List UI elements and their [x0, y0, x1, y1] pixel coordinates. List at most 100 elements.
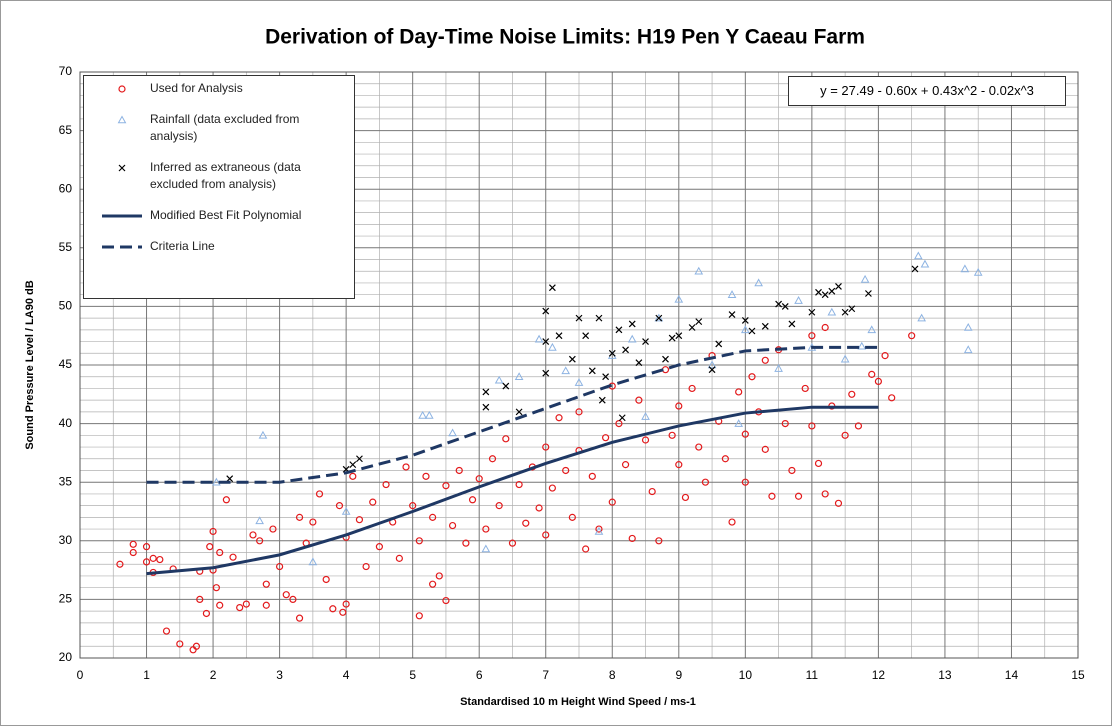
marker-shape [535, 504, 543, 512]
marker-shape [628, 534, 636, 543]
marker-shape [741, 478, 749, 486]
marker-shape [694, 266, 704, 275]
legend-icon [117, 115, 127, 124]
marker-shape [448, 428, 457, 437]
point [448, 521, 457, 530]
point [662, 355, 669, 363]
legend-entry: Inferred as extraneous (data excluded fr… [90, 159, 348, 193]
marker-shape [375, 543, 383, 551]
point [475, 475, 483, 483]
y-axis-label: Sound Pressure Level / LA90 dB [24, 280, 36, 449]
y-tick-label: 65 [59, 123, 73, 137]
marker-shape [508, 539, 517, 547]
marker-shape [156, 555, 164, 564]
marker-shape [668, 431, 676, 439]
point [908, 332, 916, 340]
point [788, 466, 796, 475]
marker-shape [675, 402, 683, 410]
marker-shape [289, 595, 297, 604]
marker-shape [728, 518, 736, 526]
point [488, 455, 497, 463]
legend-icon [102, 214, 142, 218]
point [162, 627, 171, 635]
marker-shape [860, 274, 870, 283]
point [821, 323, 829, 332]
y-tick-label: 30 [59, 533, 73, 547]
marker-shape [162, 627, 171, 635]
point [226, 475, 234, 483]
point [761, 322, 769, 330]
point [641, 412, 650, 420]
marker-shape [708, 366, 716, 374]
marker-shape [575, 314, 583, 322]
marker-shape [448, 521, 457, 530]
point [196, 595, 204, 604]
marker-shape [142, 558, 151, 566]
point [495, 502, 503, 510]
point [721, 455, 729, 463]
marker-shape [395, 554, 403, 562]
marker-shape [627, 334, 637, 343]
point [821, 490, 829, 498]
marker-shape [848, 390, 856, 398]
marker-shape [574, 378, 584, 386]
marker-shape [229, 553, 237, 561]
point [848, 305, 856, 313]
x-tick-label: 3 [276, 668, 283, 682]
chart-title: Derivation of Day-Time Noise Limits: H19… [265, 26, 865, 49]
marker-shape [276, 562, 284, 571]
point [595, 525, 603, 533]
point [502, 382, 510, 390]
marker-shape [835, 283, 842, 290]
marker-shape [402, 463, 410, 471]
marker-shape [542, 307, 550, 315]
point [707, 360, 717, 369]
marker-shape [226, 475, 234, 483]
marker-shape [814, 459, 823, 468]
point [841, 308, 849, 316]
marker-shape [655, 537, 663, 545]
marker-shape [282, 591, 290, 599]
point [568, 513, 576, 521]
point [369, 498, 377, 506]
marker-shape [635, 359, 643, 367]
point [375, 543, 383, 551]
point [534, 334, 544, 343]
marker-shape [409, 502, 417, 510]
marker-shape [329, 605, 337, 613]
marker-shape [216, 601, 224, 609]
point [574, 378, 584, 386]
marker-shape [841, 308, 849, 316]
marker-shape [206, 543, 214, 551]
marker-shape [917, 313, 926, 322]
point [522, 519, 530, 527]
marker-shape [648, 487, 656, 496]
marker-shape [192, 642, 201, 650]
point [860, 274, 870, 283]
point [881, 352, 889, 360]
marker-shape [548, 284, 556, 292]
marker-shape [911, 265, 919, 273]
point [748, 327, 756, 335]
point [655, 314, 663, 322]
x-tick-label: 2 [210, 668, 217, 682]
point [212, 477, 221, 486]
point [561, 366, 571, 375]
point [542, 531, 550, 539]
marker-shape [482, 388, 490, 396]
point [481, 544, 491, 553]
marker-shape [118, 164, 126, 172]
point [695, 318, 703, 326]
marker-shape [595, 314, 603, 322]
point [808, 422, 816, 430]
point [429, 513, 437, 521]
marker-shape [963, 322, 973, 331]
point [429, 580, 437, 588]
marker-shape [212, 477, 221, 486]
point [748, 373, 756, 381]
x-tick-label: 8 [609, 668, 616, 682]
point [848, 390, 856, 398]
marker-shape [913, 251, 923, 260]
point [688, 324, 696, 331]
